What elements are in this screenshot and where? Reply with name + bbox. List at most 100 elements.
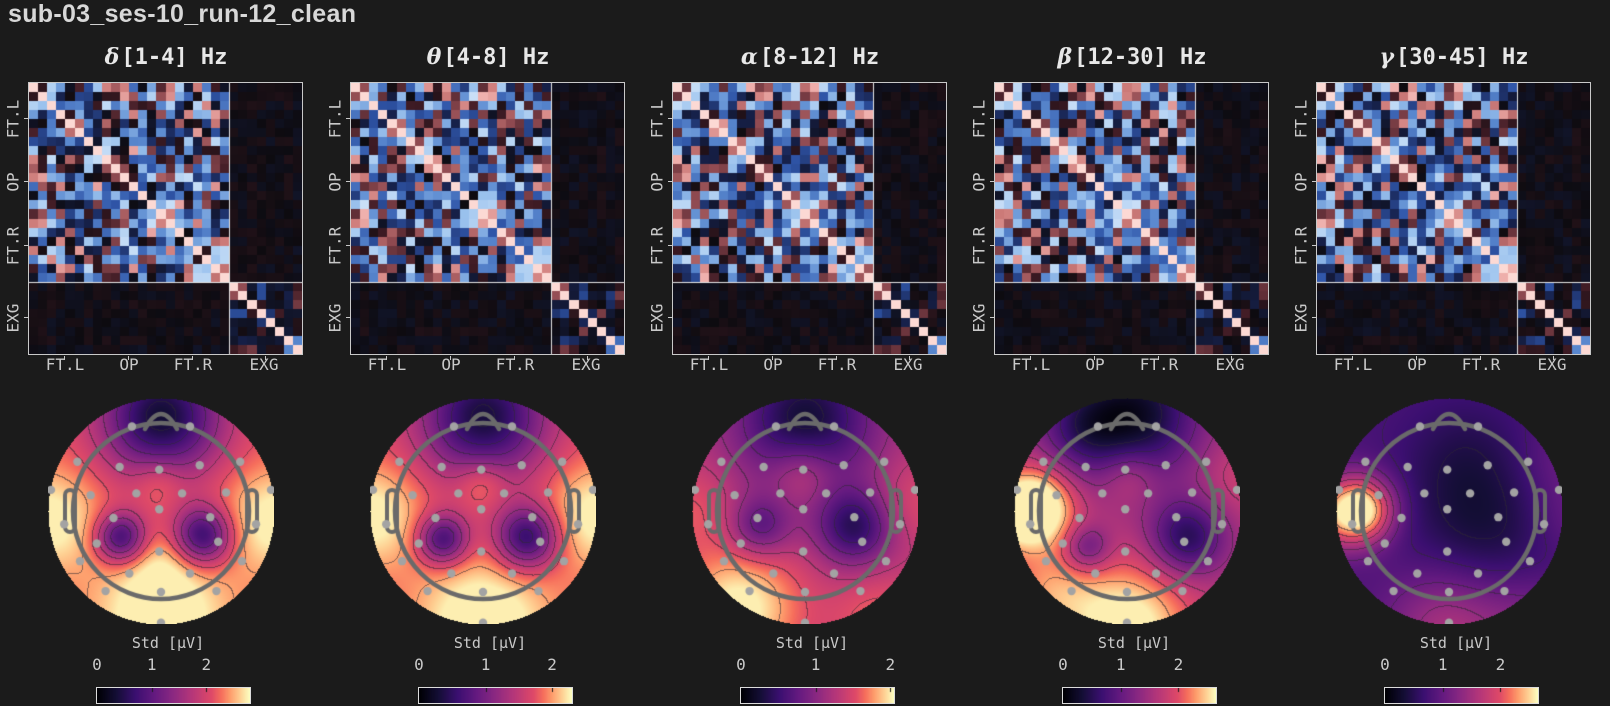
band-title: α[8-12] Hz bbox=[741, 44, 879, 70]
y-axis-group-label: EXG bbox=[1291, 303, 1311, 333]
y-axis-group-label: FT.R bbox=[325, 226, 345, 266]
x-axis-tick bbox=[1030, 356, 1031, 360]
y-axis-group-label: FT.L bbox=[3, 99, 23, 139]
covariance-matrix-heatmap bbox=[350, 82, 625, 355]
band-column-theta: θ[4-8] Hz FT.L OP FT.R EXG FT.L OP FT.R … bbox=[322, 0, 644, 706]
x-axis-group-label: FT.R bbox=[1461, 355, 1501, 374]
band-title: β[12-30] Hz bbox=[1057, 44, 1206, 70]
x-axis-tick bbox=[772, 356, 773, 360]
covariance-matrix-heatmap bbox=[672, 82, 947, 355]
y-axis-group-label: OP bbox=[647, 172, 667, 192]
y-axis-tick bbox=[668, 181, 672, 182]
colorbar-tick-label: 0 bbox=[1058, 655, 1068, 674]
y-axis-tick bbox=[1312, 181, 1316, 182]
band-symbol: δ bbox=[104, 44, 120, 70]
y-axis-group-label: FT.R bbox=[1291, 226, 1311, 266]
std-topomap bbox=[48, 398, 274, 624]
x-axis-group-label: EXG bbox=[1537, 355, 1567, 374]
y-axis-group-label: FT.R bbox=[647, 226, 667, 266]
std-topomap bbox=[1336, 398, 1562, 624]
y-axis-tick bbox=[24, 317, 28, 318]
y-axis-tick bbox=[990, 317, 994, 318]
x-axis-group-label: OP bbox=[119, 355, 139, 374]
y-axis-tick bbox=[346, 245, 350, 246]
page-title: sub-03_ses-10_run-12_clean bbox=[8, 0, 357, 28]
x-axis-group-label: FT.L bbox=[689, 355, 729, 374]
y-axis-group-label: FT.L bbox=[647, 99, 667, 139]
colorbar bbox=[1062, 687, 1217, 704]
x-axis-group-label: FT.L bbox=[367, 355, 407, 374]
band-symbol: β bbox=[1057, 44, 1073, 70]
y-axis-tick bbox=[24, 245, 28, 246]
y-axis-group-label: EXG bbox=[3, 303, 23, 333]
x-axis-group-label: EXG bbox=[571, 355, 601, 374]
band-symbol: θ bbox=[426, 44, 442, 70]
colorbar-tick-label: 2 bbox=[1495, 655, 1506, 674]
y-axis-tick bbox=[346, 317, 350, 318]
y-axis-group-label: OP bbox=[1291, 172, 1311, 192]
covariance-matrix-heatmap bbox=[994, 82, 1269, 355]
band-range: [8-12] Hz bbox=[759, 45, 880, 70]
colorbar-label: Std [µV] bbox=[1097, 634, 1171, 652]
x-axis-group-label: EXG bbox=[249, 355, 279, 374]
x-axis-tick bbox=[1352, 356, 1353, 360]
x-axis-tick bbox=[1094, 356, 1095, 360]
colorbar-tick-label: 0 bbox=[736, 655, 746, 674]
y-axis-tick bbox=[668, 118, 672, 119]
colorbar-tick-label: 2 bbox=[201, 655, 212, 674]
band-column-beta: β[12-30] Hz FT.L OP FT.R EXG FT.L OP FT.… bbox=[966, 0, 1288, 706]
colorbar-tick-label: 0 bbox=[92, 655, 102, 674]
colorbar bbox=[96, 687, 251, 704]
colorbar-tick-label: 1 bbox=[480, 655, 491, 674]
x-axis-tick bbox=[192, 356, 193, 360]
x-axis-tick bbox=[909, 356, 910, 360]
band-title: γ[30-45] Hz bbox=[1380, 44, 1529, 70]
band-range: [30-45] Hz bbox=[1396, 45, 1529, 70]
x-axis-group-label: OP bbox=[1085, 355, 1105, 374]
x-axis-tick bbox=[1416, 356, 1417, 360]
colorbar-label: Std [µV] bbox=[131, 634, 205, 652]
colorbar-tick-label: 1 bbox=[1115, 655, 1126, 674]
y-axis-tick bbox=[1312, 317, 1316, 318]
std-topomap bbox=[370, 398, 596, 624]
x-axis-tick bbox=[1480, 356, 1481, 360]
colorbar-label: Std [µV] bbox=[1419, 634, 1493, 652]
x-axis-group-label: OP bbox=[763, 355, 783, 374]
x-axis-group-label: FT.R bbox=[817, 355, 857, 374]
x-axis-group-label: EXG bbox=[1215, 355, 1245, 374]
y-axis-tick bbox=[990, 245, 994, 246]
band-column-delta: δ[1-4] Hz FT.L OP FT.R EXG FT.L OP FT.R … bbox=[0, 0, 322, 706]
band-range: [12-30] Hz bbox=[1074, 45, 1207, 70]
band-symbol: γ bbox=[1379, 44, 1395, 70]
y-axis-tick bbox=[1312, 245, 1316, 246]
band-title: θ[4-8] Hz bbox=[427, 44, 550, 70]
y-axis-group-label: FT.L bbox=[1291, 99, 1311, 139]
x-axis-tick bbox=[450, 356, 451, 360]
colorbar-label: Std [µV] bbox=[453, 634, 527, 652]
band-range: [4-8] Hz bbox=[443, 45, 550, 70]
x-axis-tick bbox=[836, 356, 837, 360]
band-column-alpha: α[8-12] Hz FT.L OP FT.R EXG FT.L OP FT.R… bbox=[644, 0, 966, 706]
band-title: δ[1-4] Hz bbox=[105, 44, 228, 70]
x-axis-group-label: FT.R bbox=[1139, 355, 1179, 374]
x-axis-group-label: OP bbox=[1407, 355, 1427, 374]
colorbar bbox=[1384, 687, 1539, 704]
colorbar-tick-label: 1 bbox=[1437, 655, 1448, 674]
y-axis-group-label: OP bbox=[325, 172, 345, 192]
colorbar-tick-label: 1 bbox=[146, 655, 157, 674]
colorbar bbox=[740, 687, 895, 704]
covariance-matrix-heatmap bbox=[1316, 82, 1591, 355]
x-axis-group-label: OP bbox=[441, 355, 461, 374]
colorbar bbox=[418, 687, 573, 704]
colorbar-tick-label: 2 bbox=[1173, 655, 1184, 674]
x-axis-group-label: FT.R bbox=[173, 355, 213, 374]
colorbar-tick-label: 2 bbox=[547, 655, 557, 674]
x-axis-group-label: EXG bbox=[893, 355, 923, 374]
y-axis-group-label: OP bbox=[969, 172, 989, 192]
band-range: [1-4] Hz bbox=[121, 45, 228, 70]
colorbar-tick-label: 2 bbox=[885, 655, 896, 674]
x-axis-group-label: FT.L bbox=[45, 355, 85, 374]
std-topomap bbox=[1014, 398, 1240, 624]
y-axis-group-label: EXG bbox=[325, 303, 345, 333]
colorbar-tick-label: 0 bbox=[1380, 655, 1390, 674]
